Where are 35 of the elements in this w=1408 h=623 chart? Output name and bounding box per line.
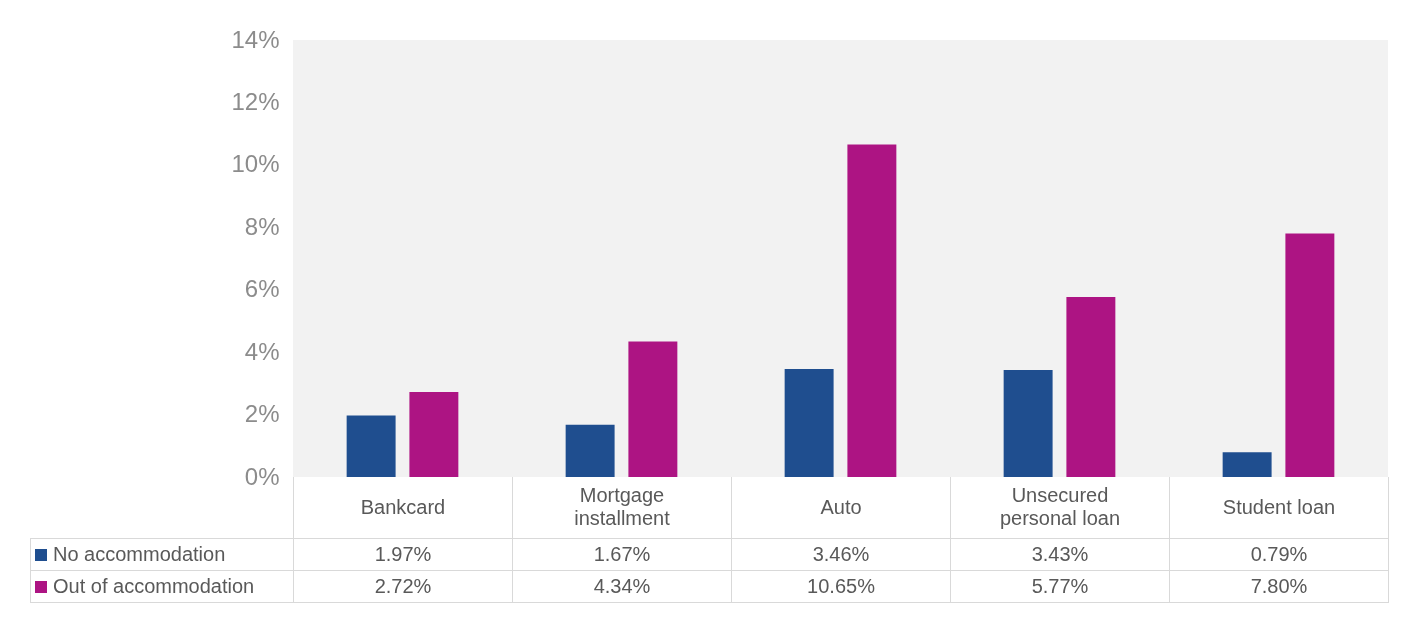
bar <box>847 144 897 477</box>
data-label: 5.77% <box>950 570 1170 602</box>
bar <box>346 415 396 477</box>
x-tick-label: Auto <box>731 477 951 538</box>
bar <box>1285 233 1335 477</box>
data-label: 3.46% <box>731 538 951 570</box>
y-tick-label: 2% <box>244 400 280 428</box>
data-label: 4.34% <box>512 570 732 602</box>
data-label: 1.97% <box>293 538 513 570</box>
y-tick-label: 6% <box>244 275 280 303</box>
bar <box>1003 369 1053 477</box>
y-tick-label: 0% <box>244 462 280 490</box>
y-tick-label: 10% <box>231 150 280 178</box>
y-tick-label: 8% <box>244 212 280 240</box>
x-tick-label: Student loan <box>1169 477 1389 538</box>
x-tick-label: Mortgage installment <box>512 477 732 538</box>
data-label: 10.65% <box>731 570 951 602</box>
data-label: 2.72% <box>293 570 513 602</box>
data-label: 7.80% <box>1169 570 1389 602</box>
bar <box>409 392 459 477</box>
bar <box>1222 452 1272 477</box>
bar <box>565 424 615 477</box>
y-tick-label: 12% <box>231 87 280 115</box>
data-label: 0.79% <box>1169 538 1389 570</box>
x-tick-label: Unsecured personal loan <box>950 477 1170 538</box>
y-tick-label: 4% <box>244 337 280 365</box>
legend-label: Out of accommodation <box>30 570 294 602</box>
legend-label: No accommodation <box>30 538 294 570</box>
bar <box>784 369 834 477</box>
bar <box>1066 296 1116 477</box>
bar <box>628 341 678 477</box>
data-label: 3.43% <box>950 538 1170 570</box>
data-label: 1.67% <box>512 538 732 570</box>
y-tick-label: 14% <box>231 25 280 53</box>
x-tick-label: Bankcard <box>293 477 513 538</box>
